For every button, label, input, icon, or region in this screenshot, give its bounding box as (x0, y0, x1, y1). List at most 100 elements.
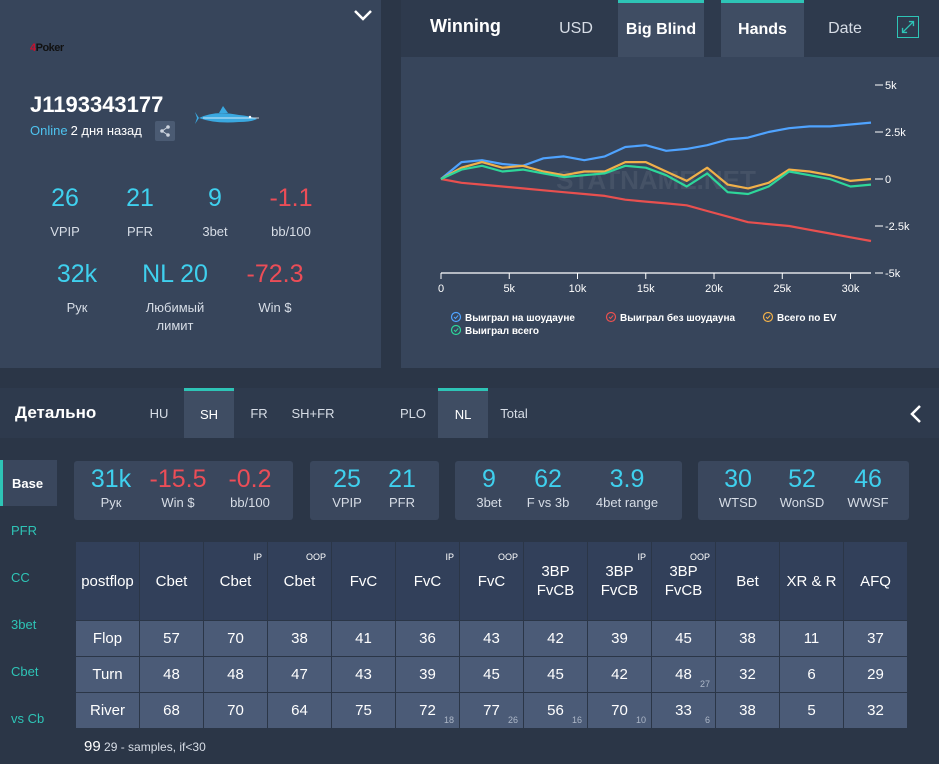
sidebar-item-cbet[interactable]: Cbet (11, 663, 39, 679)
legend-check-icon (608, 315, 614, 320)
table-cell: 70 10 (587, 692, 652, 729)
table-cell: 6 (779, 656, 844, 693)
column-header-label: XR & R (786, 572, 837, 590)
tab-sh-fr[interactable]: SH+FR (291, 405, 335, 421)
column-position-tag: OOP (497, 552, 518, 562)
tab-sh[interactable]: SH (184, 388, 234, 438)
legend-marker (450, 324, 462, 336)
table-cell: 38 (715, 692, 780, 729)
table-cell: 70 (203, 620, 268, 657)
table-cell: 38 (715, 620, 780, 657)
stat-label: bb/100 (271, 224, 311, 239)
expand-icon[interactable] (897, 16, 919, 38)
stat-любимый-лимит: NL 20 Любимый лимит (125, 260, 225, 335)
sample-count: 6 (704, 715, 710, 725)
table-cell: 48 27 (651, 656, 716, 693)
legend-marker (762, 311, 774, 323)
column-header: 3BP FvCB IP (587, 541, 652, 621)
cell-value: 11 (803, 630, 820, 647)
summary-stat-label: Рук (100, 495, 122, 510)
tab-hands[interactable]: Hands (721, 0, 804, 57)
tab-big-blind[interactable]: Big Blind (618, 0, 704, 57)
cell-value: 77 (483, 702, 500, 719)
sidebar-item-3bet[interactable]: 3bet (11, 616, 37, 632)
stat-label: VPIP (50, 224, 80, 239)
cell-value: 45 (675, 630, 692, 647)
share-button[interactable] (155, 121, 175, 141)
cell-value: 38 (739, 630, 756, 647)
table-cell: 39 (395, 656, 460, 693)
summary-stat-value: 9 (482, 465, 496, 493)
tab-fr[interactable]: FR (250, 405, 268, 421)
column-header: FvC (331, 541, 396, 621)
table-cell: 57 (139, 620, 204, 657)
sidebar-item-vs-cb[interactable]: vs Cb (11, 710, 45, 726)
legend-label: Всего по EV (777, 313, 837, 324)
cell-value: 32 (739, 666, 756, 683)
table-cell: 45 (523, 656, 588, 693)
stat-label: 3bet (202, 224, 228, 239)
sidebar-item-pfr[interactable]: PFR (11, 522, 37, 538)
sample-count: 18 (443, 715, 454, 725)
footnote: 99 29 - samples, if<30 (84, 738, 206, 755)
summary-stat-label: WWSF (847, 495, 889, 510)
column-header-label: Bet (736, 572, 759, 590)
summary-stat: 30 WTSD (698, 465, 778, 510)
summary-stat-label: 4bet range (595, 495, 659, 510)
column-header-label-line2: FvCB (536, 582, 575, 599)
cell-value: 72 (419, 702, 436, 719)
summary-stat-value: 46 (854, 465, 882, 493)
winning-panel: Winning USD Big Blind Hands Date STATNAM… (401, 0, 939, 368)
column-position-tag: OOP (305, 552, 326, 562)
legend-check-icon (453, 315, 459, 320)
chevron-down-icon[interactable] (352, 6, 374, 24)
column-header: FvC IP (395, 541, 460, 621)
series-line-0 (440, 121, 872, 180)
footnote-text: 29 - samples, if<30 (104, 740, 206, 754)
share-icon (160, 125, 170, 137)
summary-stat-label: WTSD (718, 495, 758, 510)
cell-value: 45 (483, 666, 500, 683)
tab-usd[interactable]: USD (559, 19, 593, 37)
stat-value: -1.1 (269, 184, 313, 212)
fish-icon (195, 106, 259, 124)
column-header: Cbet OOP (267, 541, 332, 621)
tab-nl[interactable]: NL (438, 388, 488, 438)
cell-value: River (89, 702, 125, 719)
column-header: Cbet IP (203, 541, 268, 621)
column-header-label: Cbet (283, 572, 316, 590)
sidebar-item-base[interactable]: Base (0, 460, 57, 506)
street-label: Flop (75, 620, 140, 657)
table-row: Turn 48 48 47 43 39 45 45 42 48 27 32 6 29 (75, 656, 908, 693)
column-header-label: 3BP (605, 563, 634, 580)
legend-marker (605, 311, 617, 323)
table-cell: 42 (587, 656, 652, 693)
column-header: XR & R (779, 541, 844, 621)
column-header-label: 3BP (541, 563, 570, 580)
table-cell: 43 (459, 620, 524, 657)
sidebar-item-cc[interactable]: CC (11, 569, 30, 585)
cell-value: 38 (739, 702, 756, 719)
tab-total[interactable]: Total (500, 405, 528, 421)
tab-plo[interactable]: PLO (399, 405, 426, 421)
cell-value: 68 (163, 702, 180, 719)
summary-stat: 9 3bet (449, 465, 529, 510)
tab-date[interactable]: Date (828, 19, 862, 37)
tab-hu[interactable]: HU (149, 405, 169, 421)
sample-count: 27 (699, 679, 710, 689)
summary-stat-label: F vs 3b (526, 495, 570, 510)
table-cell: 36 (395, 620, 460, 657)
winning-header: Winning USD Big Blind Hands Date (401, 0, 939, 57)
column-header-label: postflop (81, 572, 134, 590)
sample-count: 26 (507, 715, 518, 725)
stat-value: 21 (126, 184, 154, 212)
table-cell: 47 (267, 656, 332, 693)
column-header: Cbet (139, 541, 204, 621)
y-tick-label: -5k (885, 268, 901, 280)
stat-pfr: 21 PFR (100, 184, 180, 241)
chevron-left-icon[interactable] (908, 404, 924, 424)
y-tick-label: 5k (885, 80, 897, 92)
table-row: Flop 57 70 38 41 36 43 42 39 45 38 11 37 (75, 620, 908, 657)
summary-stat-label: PFR (389, 495, 415, 510)
column-header-label-line2: FvCB (600, 582, 639, 599)
